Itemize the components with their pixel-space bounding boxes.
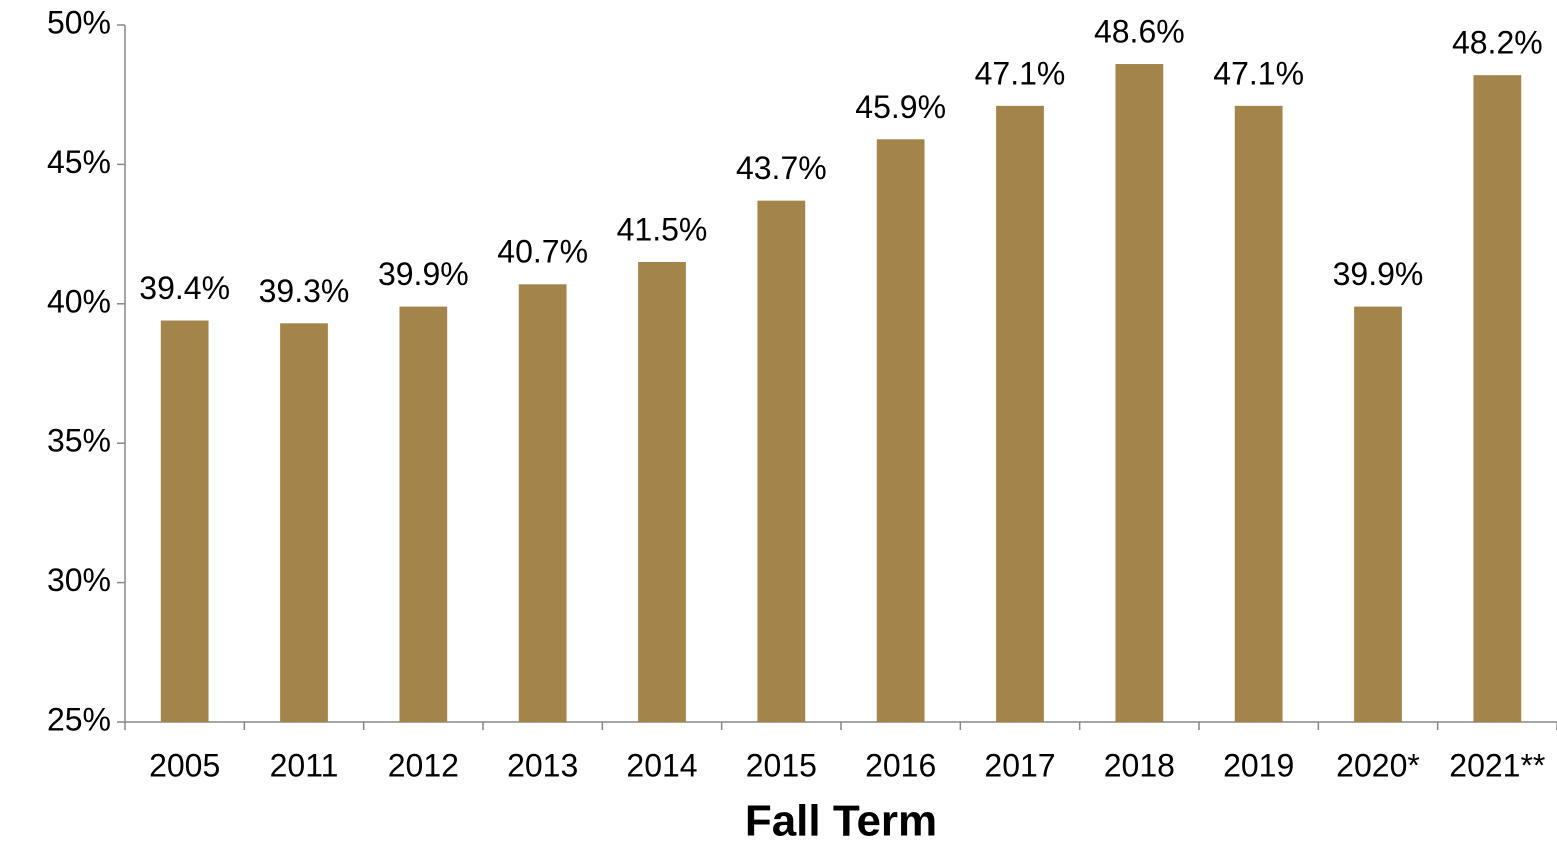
bar <box>1234 105 1283 723</box>
x-tick-label: 2016 <box>865 747 936 783</box>
y-tick-label: 25% <box>47 701 111 737</box>
data-label: 43.7% <box>736 150 827 186</box>
bar <box>876 139 925 723</box>
data-label: 47.1% <box>975 55 1066 91</box>
data-label: 48.6% <box>1094 13 1185 49</box>
x-tick-label: 2018 <box>1104 747 1175 783</box>
y-tick-label: 45% <box>47 144 111 180</box>
data-label: 39.3% <box>259 273 350 309</box>
data-label: 39.9% <box>378 256 469 292</box>
x-tick-label: 2019 <box>1223 747 1294 783</box>
x-tick-label: 2012 <box>388 747 459 783</box>
x-tick-label: 2005 <box>149 747 220 783</box>
bar <box>399 306 448 722</box>
data-label: 39.4% <box>139 270 230 306</box>
bar <box>1354 306 1402 722</box>
data-label: 45.9% <box>855 89 946 125</box>
bar <box>280 323 328 722</box>
bar <box>160 320 209 722</box>
data-label: 47.1% <box>1213 55 1304 91</box>
bar <box>1473 75 1522 722</box>
y-tick-label: 30% <box>47 562 111 598</box>
data-label: 48.2% <box>1452 25 1543 61</box>
x-tick-label: 2013 <box>507 747 578 783</box>
bar <box>757 200 806 723</box>
bar <box>638 261 686 722</box>
data-label: 39.9% <box>1333 256 1424 292</box>
y-tick-label: 35% <box>47 423 111 459</box>
x-tick-label: 2020* <box>1336 747 1420 783</box>
bar <box>518 284 567 722</box>
bar <box>1115 64 1164 723</box>
x-axis-label: Fall Term <box>745 797 937 845</box>
data-label: 40.7% <box>497 234 588 270</box>
x-tick-label: 2021** <box>1449 747 1545 783</box>
x-tick-label: 2015 <box>746 747 817 783</box>
x-tick-label: 2014 <box>626 747 697 783</box>
y-tick-label: 40% <box>47 283 111 319</box>
x-tick-label: 2017 <box>984 747 1055 783</box>
x-tick-label: 2011 <box>270 747 339 783</box>
bar <box>996 105 1044 723</box>
y-tick-label: 50% <box>47 4 111 40</box>
data-label: 41.5% <box>617 211 708 247</box>
